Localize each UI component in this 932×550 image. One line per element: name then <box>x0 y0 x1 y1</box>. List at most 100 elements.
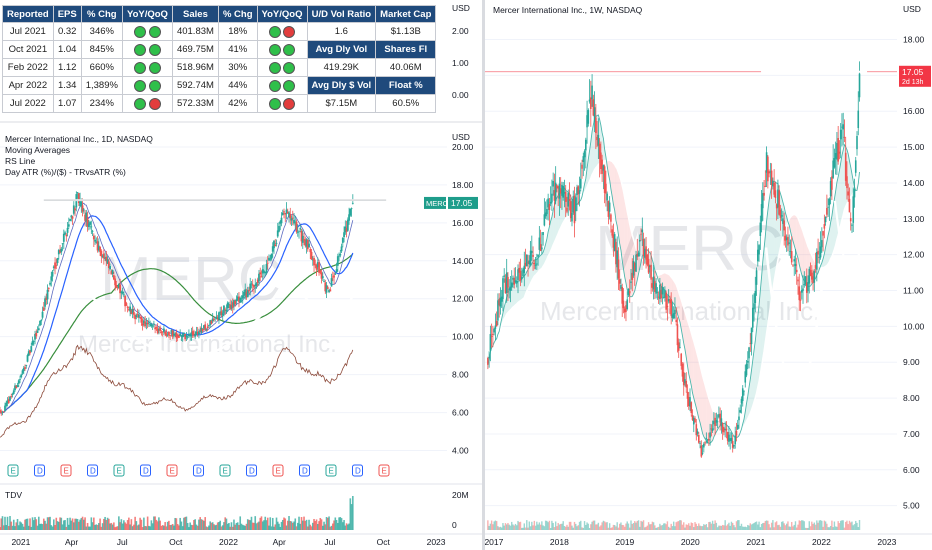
volume-bar <box>255 523 258 530</box>
volume-bar <box>740 523 743 530</box>
y-tick-label: 8.00 <box>903 393 920 403</box>
volume-bar <box>532 525 534 530</box>
ma-cloud-segment <box>618 172 620 244</box>
candle-body <box>40 320 43 322</box>
green-status-dot <box>268 97 281 110</box>
candle-body <box>647 258 650 273</box>
volume-indicator-label[interactable]: TDV <box>5 490 22 500</box>
weekly-chart[interactable]: USD 5.00 6.00 7.00 8.00 9.00 10.00 11.00 12.00 13… <box>485 0 932 550</box>
cell-sales-dots <box>256 76 308 95</box>
indicator-moving-averages[interactable]: Moving Averages <box>5 145 71 155</box>
ma-cloud-segment <box>623 191 625 277</box>
weekly-chart-title[interactable]: Mercer International Inc., 1W, NASDAQ <box>493 5 643 15</box>
candle-body <box>116 287 119 289</box>
candle-body <box>622 300 625 309</box>
candle-body <box>536 263 538 265</box>
candle-body <box>508 288 511 291</box>
ma-cloud-segment <box>756 316 758 394</box>
daily-chart-title[interactable]: Mercer International Inc., 1D, NASDAQ <box>5 134 153 144</box>
volume-bar <box>837 521 839 530</box>
volume-bar <box>784 525 787 530</box>
earnings-marker[interactable] <box>193 464 204 477</box>
volume-bar <box>796 527 798 530</box>
candle-body <box>289 214 292 219</box>
earnings-marker[interactable] <box>34 464 45 477</box>
candle-body <box>515 280 518 283</box>
volume-bar <box>194 519 196 530</box>
indicator-rs-line[interactable]: RS Line <box>5 156 36 166</box>
candle-body <box>146 322 149 325</box>
moving-average-fast <box>487 114 860 444</box>
earnings-marker[interactable] <box>272 464 284 477</box>
volume-bar <box>819 520 822 530</box>
volume-bar <box>156 521 159 530</box>
stat-value: 1.6 <box>306 22 377 41</box>
candle-body <box>145 323 148 325</box>
earnings-marker[interactable] <box>299 464 310 477</box>
candle-body <box>735 430 738 436</box>
candle-body <box>775 204 778 209</box>
ma-cloud-segment <box>590 131 593 179</box>
candle-body <box>10 396 13 397</box>
candle-body <box>577 186 580 195</box>
volume-bar <box>845 521 847 530</box>
col-eps: EPS <box>52 5 82 23</box>
earnings-marker[interactable] <box>352 464 363 477</box>
volume-bar <box>709 521 711 530</box>
volume-bar <box>811 521 813 530</box>
volume-bar <box>675 522 677 530</box>
candle-body <box>626 299 629 310</box>
candle-body <box>313 258 315 266</box>
ma-cloud-segment <box>593 118 595 173</box>
volume-bar <box>115 526 118 530</box>
candle-body <box>41 311 44 318</box>
candle-body <box>223 305 225 314</box>
volume-bar <box>659 523 661 530</box>
indicator-atr[interactable]: Day ATR (%)/($) - TRvsATR (%) <box>5 167 126 177</box>
volume-bar <box>171 524 174 530</box>
green-status-dot <box>134 61 147 74</box>
volume-bar <box>324 524 327 530</box>
candle-body <box>79 200 81 207</box>
volume-bar <box>259 517 262 530</box>
volume-bar <box>724 520 726 530</box>
earnings-marker[interactable] <box>60 464 72 477</box>
earnings-marker[interactable] <box>166 464 178 477</box>
ma-cloud-segment <box>801 227 804 279</box>
volume-bar <box>630 520 632 530</box>
earnings-marker[interactable] <box>325 464 337 477</box>
volume-bar <box>68 524 70 530</box>
volume-bar <box>568 521 571 530</box>
candle-body <box>638 239 641 242</box>
ma-cloud-segment <box>612 161 614 205</box>
candle-body <box>807 282 809 292</box>
ma-cloud-segment <box>525 271 527 295</box>
volume-bar <box>119 522 121 530</box>
earnings-marker[interactable] <box>87 464 98 477</box>
earnings-marker[interactable] <box>7 464 19 477</box>
y-tick-label: 12.00 <box>452 294 474 304</box>
volume-bar <box>12 519 15 530</box>
candle-body <box>246 290 249 298</box>
volume-bar <box>812 523 814 530</box>
candle-body <box>20 374 23 378</box>
earnings-marker[interactable] <box>140 464 151 477</box>
earnings-marker[interactable] <box>113 464 125 477</box>
candle-body <box>650 264 652 280</box>
volume-bar <box>269 517 272 530</box>
earnings-marker[interactable] <box>378 464 390 477</box>
candle-body <box>168 331 170 336</box>
price-label-bg <box>448 196 478 209</box>
volume-bar <box>701 526 704 530</box>
candle-body <box>334 273 337 275</box>
volume-bar <box>169 525 171 530</box>
volume-bar <box>622 525 625 530</box>
candle-body <box>499 297 502 307</box>
panel-divider[interactable] <box>482 0 485 550</box>
earnings-marker[interactable] <box>246 464 257 477</box>
earnings-marker-label: E <box>223 467 228 476</box>
volume-bar <box>224 517 227 530</box>
earnings-marker[interactable] <box>219 464 231 477</box>
ma-cloud-segment <box>829 222 831 262</box>
